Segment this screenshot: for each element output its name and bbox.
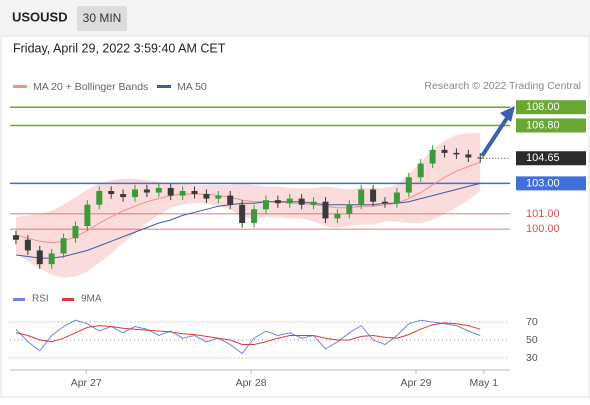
candle-body	[203, 194, 210, 199]
candle-body	[322, 201, 329, 219]
y-tick-label: 50	[526, 334, 538, 346]
legend-swatch	[13, 298, 25, 301]
candle-body	[417, 163, 424, 178]
symbol: USOUSD	[12, 9, 68, 24]
candle-body	[358, 189, 365, 205]
x-tick-label: May 1	[470, 377, 499, 389]
candle-body	[274, 200, 281, 204]
candle-body	[465, 154, 472, 158]
legend-label: MA 50	[177, 81, 207, 93]
candle-body	[382, 201, 388, 204]
level-label: 100.00	[526, 223, 560, 235]
candle-body	[36, 250, 43, 265]
rsi-line	[15, 319, 481, 355]
legend-label: 9MA	[81, 294, 102, 305]
y-tick-label: 30	[526, 352, 538, 364]
bollinger-band	[16, 133, 481, 278]
candle-body	[24, 239, 31, 251]
candle-body	[477, 157, 484, 159]
candle-body	[393, 192, 400, 204]
frame	[0, 35, 590, 398]
candle-body	[298, 198, 305, 205]
legend-label: RSI	[32, 294, 49, 305]
candle-body	[310, 201, 317, 205]
legend-label: MA 20 + Bollinger Bands	[33, 81, 148, 93]
ma-line	[15, 182, 481, 259]
level-label: 104.65	[526, 152, 560, 164]
interval-button[interactable]	[77, 6, 127, 31]
candle-body	[179, 191, 186, 196]
candle-body	[167, 187, 174, 196]
x-tick-label: Apr 27	[71, 377, 102, 389]
candle-body	[155, 187, 162, 193]
plot: MA 20 + Bollinger Bands MA 50 108.00 106.80…	[10, 81, 586, 389]
candle-body	[429, 149, 436, 164]
x-tick-label: Apr 29	[400, 377, 431, 389]
candle-body	[108, 191, 115, 195]
ma-line	[15, 161, 481, 244]
level-label: 108.00	[526, 101, 560, 113]
candle-body	[405, 177, 412, 193]
candle-body	[215, 195, 222, 199]
timestamp: Friday, April 29, 2022 3:59:40 AM CET	[13, 41, 226, 55]
credit: Research © 2022 Trading Central	[424, 80, 581, 92]
candle-body	[12, 235, 19, 240]
candle-body	[334, 213, 341, 219]
candle-body	[84, 204, 91, 227]
candle-body	[453, 152, 460, 155]
level-label: 103.00	[526, 177, 560, 189]
x-tick-label: Apr 28	[236, 377, 267, 389]
candle-body	[441, 149, 448, 153]
candle-body	[227, 195, 234, 205]
legend-swatch	[62, 298, 74, 301]
candle-body	[143, 189, 150, 193]
candle-body	[72, 226, 79, 239]
rsi-line	[15, 322, 481, 345]
forecast-arrow	[480, 113, 511, 158]
level-box	[516, 100, 586, 115]
candle-body	[48, 253, 55, 265]
interval[interactable]: 30 MIN	[83, 11, 122, 25]
candle-body	[191, 191, 198, 195]
candle-body	[370, 189, 377, 202]
candle-body	[251, 209, 258, 224]
candle-body	[96, 191, 103, 205]
candle-body	[60, 238, 67, 254]
level-box	[516, 118, 586, 133]
candle-body	[132, 189, 138, 198]
candle-body	[346, 204, 353, 214]
legend-swatch	[13, 85, 27, 88]
level-box	[516, 176, 586, 191]
candle-body	[120, 194, 127, 198]
level-box	[516, 151, 586, 166]
candle-body	[286, 198, 293, 204]
legend-swatch	[157, 85, 171, 88]
level-label: 101.00	[526, 208, 560, 220]
candle-body	[239, 204, 246, 224]
level-label: 106.80	[526, 119, 560, 131]
candle-body	[262, 200, 269, 210]
arrow-head	[500, 106, 515, 122]
y-tick-label: 70	[526, 316, 538, 328]
